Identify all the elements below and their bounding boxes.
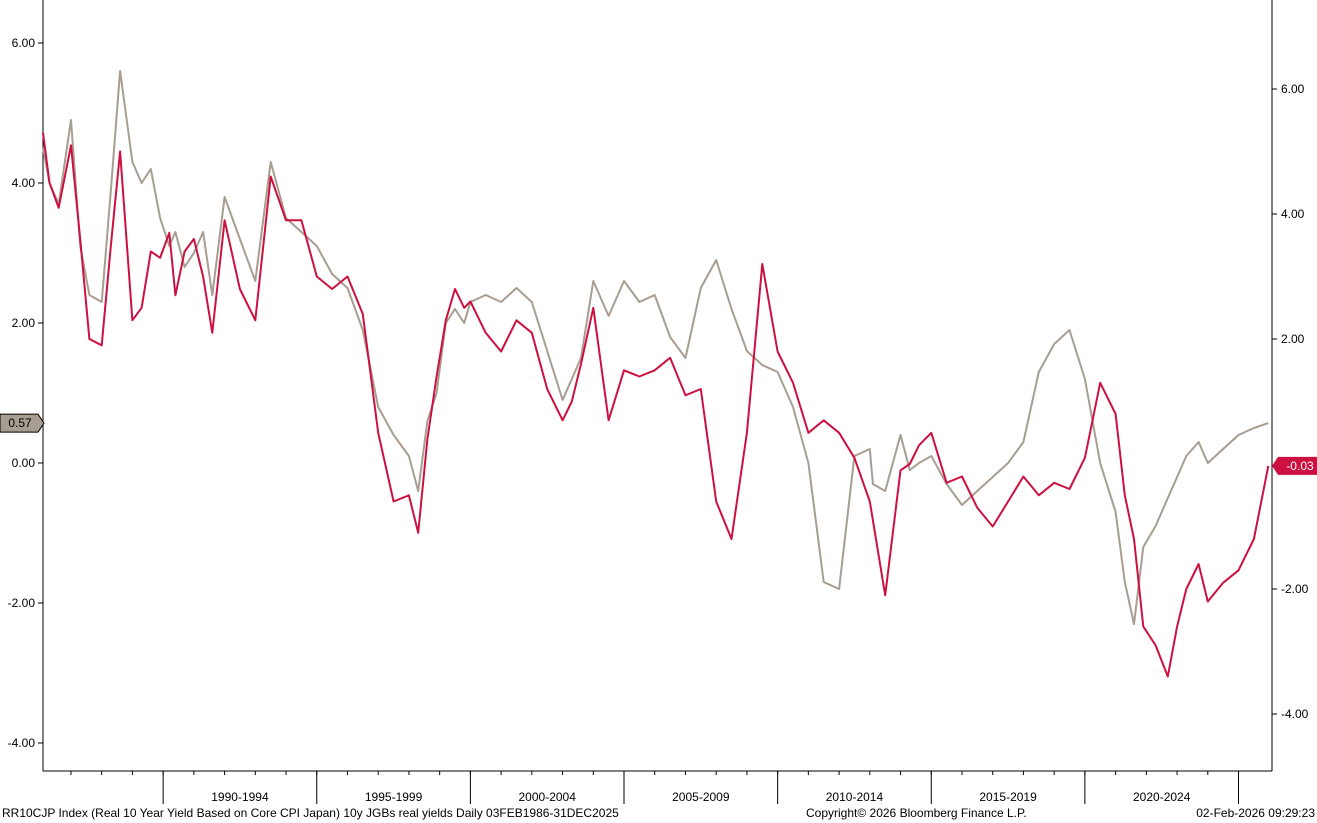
left-tick-label: -2.00 (8, 596, 36, 610)
left-tick-label: -4.00 (8, 736, 36, 750)
last-value-tag-text: 0.57 (8, 416, 32, 430)
last-value-tag-right: -0.03 (1272, 456, 1317, 475)
x-period-label: 2015-2019 (979, 790, 1037, 804)
x-period-label: 2005-2009 (672, 790, 730, 804)
right-tick-label: -2.00 (1281, 582, 1309, 596)
last-value-tag-left: 0.57 (0, 413, 45, 433)
last-value-tag-text: -0.03 (1286, 459, 1314, 473)
x-period-label: 1990-1994 (211, 790, 269, 804)
series-line-left-axis (42, 70, 1269, 625)
footer-copyright: Copyright© 2026 Bloomberg Finance L.P. (806, 806, 1027, 820)
right-tick-label: 6.00 (1281, 82, 1305, 96)
left-tick-label: 2.00 (12, 316, 36, 330)
footer-timestamp: 02-Feb-2026 09:29:23 (1196, 806, 1315, 820)
last-value-tag-shape (1272, 456, 1317, 475)
footer-description: RR10CJP Index (Real 10 Year Yield Based … (2, 806, 619, 820)
right-tick-label: 4.00 (1281, 207, 1305, 221)
series-layer (42, 70, 1270, 678)
x-period-label: 1995-1999 (365, 790, 423, 804)
last-value-tag-shape (0, 413, 45, 433)
left-tick-label: 6.00 (12, 36, 36, 50)
x-axis: 1990-1994 1995-1999 2000-2004 2005-2009 2010… (43, 770, 1272, 804)
left-axis: 6.00 4.00 2.00 0.00 -2.00 -4.00 (8, 0, 44, 771)
right-axis: 6.00 4.00 2.00 -2.00 -4.00 (1271, 0, 1309, 771)
x-period-label: 2000-2004 (519, 790, 577, 804)
left-tick-label: 4.00 (12, 176, 36, 190)
series-line-right-axis (42, 132, 1270, 678)
right-tick-label: -4.00 (1281, 707, 1309, 721)
right-tick-label: 2.00 (1281, 332, 1305, 346)
last-value-tags: 0.57 -0.03 (0, 413, 1317, 475)
x-period-label: 2020-2024 (1133, 790, 1191, 804)
x-period-label: 2010-2014 (826, 790, 884, 804)
left-tick-label: 0.00 (12, 456, 36, 470)
